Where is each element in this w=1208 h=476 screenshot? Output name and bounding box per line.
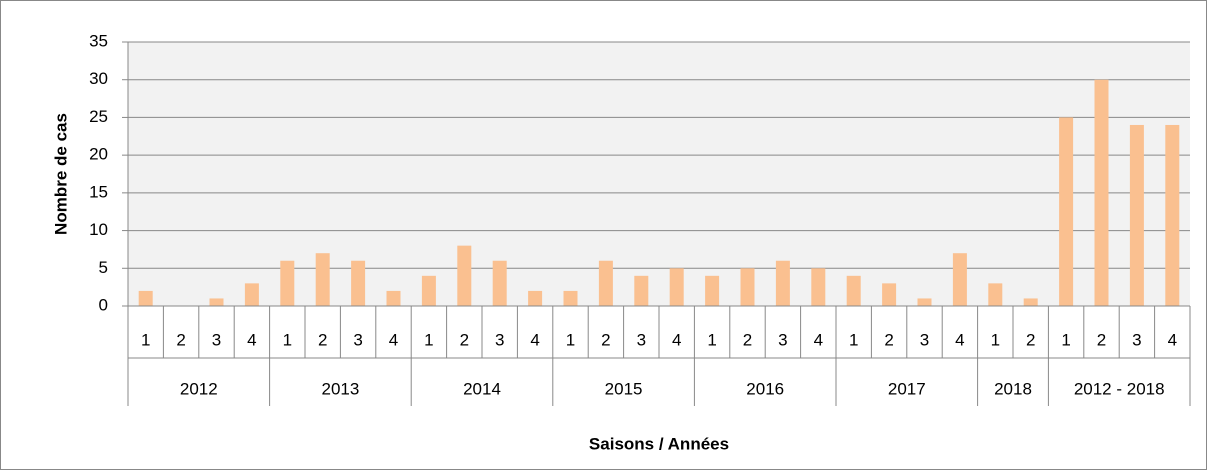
x-tick-label: 1 <box>849 330 858 349</box>
bar <box>138 290 153 306</box>
y-tick-label: 5 <box>99 258 108 277</box>
bar <box>598 260 613 306</box>
y-tick-label: 35 <box>89 31 108 50</box>
bar <box>988 283 1003 306</box>
bar <box>775 260 790 306</box>
bar <box>1165 124 1180 306</box>
y-tick-label: 15 <box>89 182 108 201</box>
group-label: 2015 <box>605 379 643 398</box>
x-tick-label: 1 <box>283 330 292 349</box>
x-tick-label: 2 <box>176 330 185 349</box>
x-tick-label: 3 <box>495 330 504 349</box>
bar <box>351 260 366 306</box>
x-tick-label: 2 <box>1097 330 1106 349</box>
x-tick-label: 2 <box>1026 330 1035 349</box>
y-tick-label: 25 <box>89 107 108 126</box>
x-tick-label: 1 <box>141 330 150 349</box>
group-label: 2016 <box>746 379 784 398</box>
bar <box>209 298 224 306</box>
bar <box>280 260 295 306</box>
x-tick-label: 3 <box>353 330 362 349</box>
x-tick-label: 2 <box>743 330 752 349</box>
x-tick-label: 4 <box>672 330 681 349</box>
x-tick-label: 3 <box>1132 330 1141 349</box>
bar <box>846 275 861 306</box>
x-tick-label: 4 <box>955 330 964 349</box>
x-tick-label: 4 <box>1168 330 1177 349</box>
x-tick-label: 3 <box>212 330 221 349</box>
bar <box>421 275 436 306</box>
group-label: 2013 <box>321 379 359 398</box>
bar <box>811 268 826 306</box>
x-tick-label: 1 <box>424 330 433 349</box>
y-axis-title: Nombre de cas <box>51 113 70 235</box>
x-tick-label: 3 <box>920 330 929 349</box>
x-tick-label: 4 <box>247 330 256 349</box>
bar <box>386 290 401 306</box>
x-tick-label: 2 <box>601 330 610 349</box>
y-tick-label: 20 <box>89 145 108 164</box>
bar <box>244 283 259 306</box>
bar <box>1094 79 1109 306</box>
x-tick-label: 1 <box>1061 330 1070 349</box>
bar <box>952 253 967 306</box>
bar <box>1129 124 1144 306</box>
x-tick-label: 4 <box>814 330 823 349</box>
x-tick-label: 4 <box>530 330 539 349</box>
bar <box>457 245 472 306</box>
group-label: 2014 <box>463 379 501 398</box>
bar <box>740 268 755 306</box>
y-tick-label: 0 <box>99 295 108 314</box>
group-label: 2018 <box>994 379 1032 398</box>
x-tick-label: 2 <box>318 330 327 349</box>
bar <box>917 298 932 306</box>
x-tick-label: 3 <box>778 330 787 349</box>
x-axis-title: Saisons / Années <box>589 434 729 453</box>
bar <box>1059 117 1074 306</box>
plot-area <box>128 42 1190 306</box>
x-tick-label: 2 <box>884 330 893 349</box>
x-tick-label: 1 <box>991 330 1000 349</box>
bar <box>492 260 507 306</box>
y-tick-label: 10 <box>89 220 108 239</box>
y-tick-label: 30 <box>89 69 108 88</box>
x-tick-label: 2 <box>460 330 469 349</box>
group-label: 2017 <box>888 379 926 398</box>
bar <box>705 275 720 306</box>
bar <box>315 253 330 306</box>
bar <box>1023 298 1038 306</box>
x-tick-label: 3 <box>637 330 646 349</box>
group-label: 2012 - 2018 <box>1074 379 1165 398</box>
bar <box>528 290 543 306</box>
x-tick-label: 1 <box>566 330 575 349</box>
group-label: 2012 <box>180 379 218 398</box>
bar <box>563 290 578 306</box>
x-tick-label: 1 <box>707 330 716 349</box>
bar <box>882 283 897 306</box>
x-tick-label: 4 <box>389 330 398 349</box>
bar <box>634 275 649 306</box>
bar <box>669 268 684 306</box>
